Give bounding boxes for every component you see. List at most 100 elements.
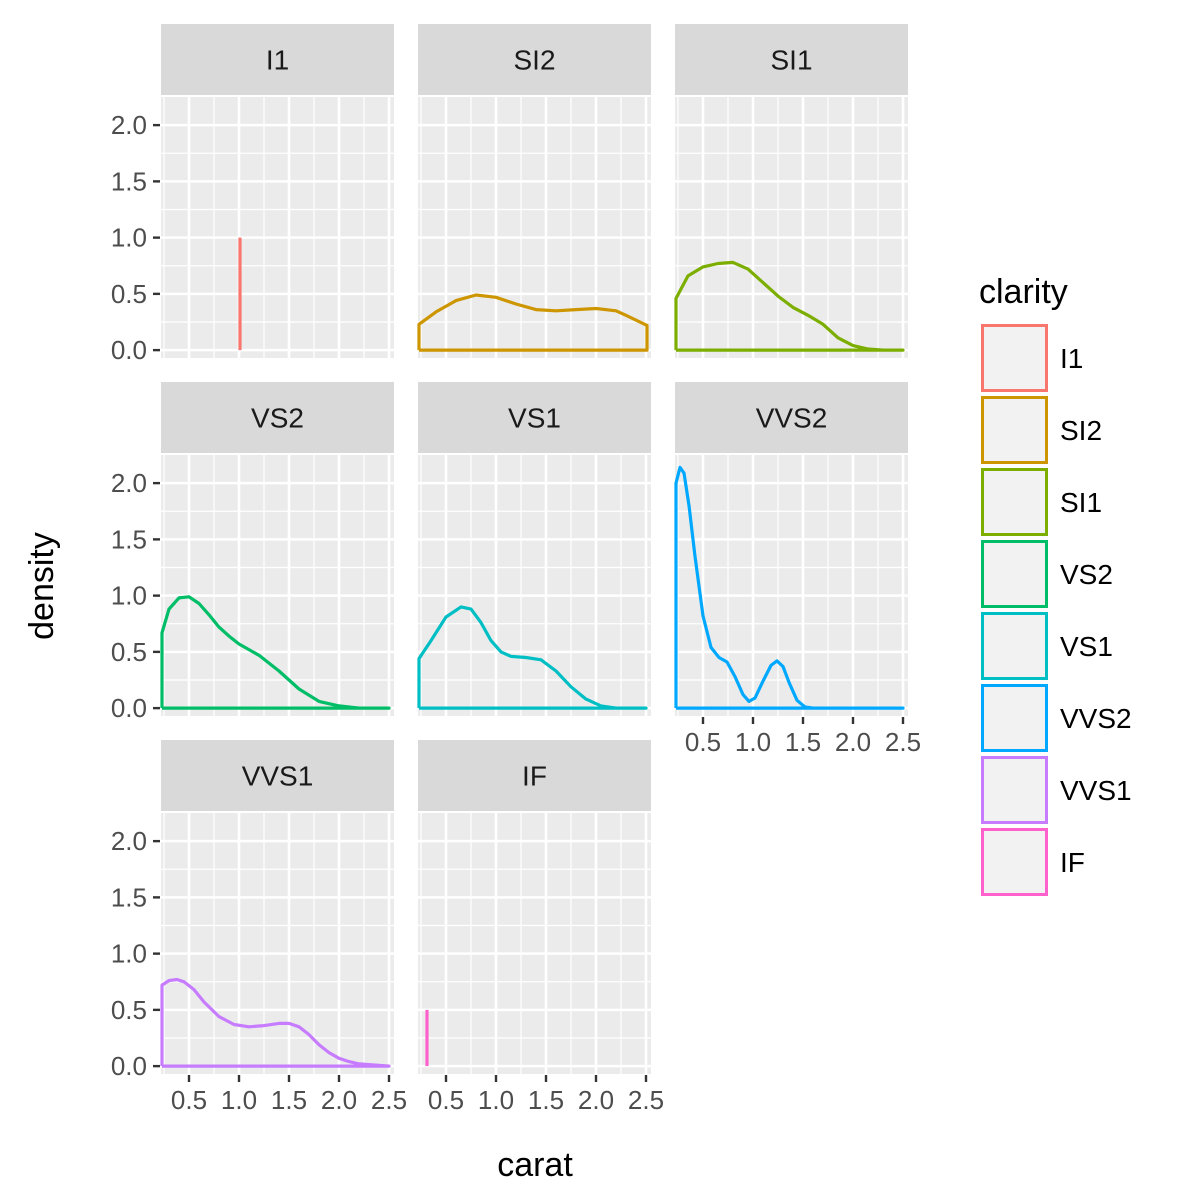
facet-strip-label-vvs2: VVS2	[756, 403, 828, 434]
y-tick-label: 2.0	[111, 110, 147, 140]
facet-strip-si1	[675, 24, 908, 95]
y-tick-label: 1.0	[111, 223, 147, 253]
panel-background-vvs1	[161, 813, 394, 1074]
facet-i1: I1	[161, 24, 394, 358]
legend: clarity I1 SI2 SI1 VS2 VS1 VVS2 VVS1 IF	[979, 273, 1132, 896]
legend-label-si2: SI2	[1060, 415, 1102, 446]
x-tick-label: 1.5	[528, 1085, 564, 1115]
x-tick-label: 2.5	[371, 1085, 407, 1115]
x-tick-label: 1.0	[735, 727, 771, 757]
facet-strip-label-i1: I1	[266, 45, 289, 76]
y-tick-label: 1.5	[111, 524, 147, 554]
legend-key-if	[981, 828, 1048, 896]
legend-key-si2	[981, 396, 1048, 464]
x-tick-label: 1.0	[478, 1085, 514, 1115]
x-tick-label: 0.5	[685, 727, 721, 757]
legend-key-vs1	[981, 612, 1048, 680]
y-tick-label: 0.0	[111, 693, 147, 723]
facet-vs1: VS1	[417, 382, 651, 716]
legend-item-vvs1: VVS1	[981, 756, 1132, 824]
density-line-vvs2	[674, 465, 905, 710]
facet-strip-if	[418, 740, 651, 811]
facet-strip-vvs1	[161, 740, 394, 811]
density-line-vs1	[417, 605, 648, 710]
x-tick-label: 1.5	[271, 1085, 307, 1115]
legend-item-si2: SI2	[981, 396, 1102, 464]
facet-strip-label-vs2: VS2	[251, 403, 304, 434]
y-tick-label: 1.5	[111, 882, 147, 912]
panel-background-si2	[418, 97, 651, 358]
y-tick-label: 2.0	[111, 826, 147, 856]
x-tick-label: 2.0	[321, 1085, 357, 1115]
facet-strip-vvs2	[675, 382, 908, 453]
x-tick-label: 2.0	[578, 1085, 614, 1115]
legend-key-vvs1	[981, 756, 1048, 824]
legend-key-bg-si1	[981, 468, 1048, 536]
density-line-vs2	[160, 595, 391, 710]
legend-item-i1: I1	[981, 324, 1083, 392]
legend-label-if: IF	[1060, 847, 1085, 878]
legend-item-vvs2: VVS2	[981, 684, 1132, 752]
x-tick-label: 0.5	[171, 1085, 207, 1115]
x-tick-label: 0.5	[428, 1085, 464, 1115]
density-line-si1	[674, 260, 905, 352]
legend-item-vs2: VS2	[981, 540, 1113, 608]
x-tick-label: 1.0	[221, 1085, 257, 1115]
legend-key-vvs2	[981, 684, 1048, 752]
legend-key-bg-vs1	[981, 612, 1048, 680]
facet-if: IF	[418, 740, 651, 1074]
legend-label-si1: SI1	[1060, 487, 1102, 518]
facet-strip-vs1	[418, 382, 651, 453]
density-line-vvs1	[160, 977, 391, 1068]
legend-key-bg-vvs2	[981, 684, 1048, 752]
facet-strip-label-vvs1: VVS1	[242, 761, 314, 792]
legend-item-if: IF	[981, 828, 1085, 896]
facet-strip-label-if: IF	[522, 761, 547, 792]
y-tick-label: 0.5	[111, 637, 147, 667]
facet-strip-label-vs1: VS1	[508, 403, 561, 434]
legend-key-bg-vvs1	[981, 756, 1048, 824]
legend-item-vs1: VS1	[981, 612, 1113, 680]
axes: 0.0 0.5 1.0 1.5 2.0 0.0 0.5 1.0 1.5 2.0 0.5 1.0 1.5 2…	[111, 110, 921, 1115]
legend-key-bg-vs2	[981, 540, 1048, 608]
x-tick-label: 1.5	[785, 727, 821, 757]
facet-strip-vs2	[161, 382, 394, 453]
legend-label-vvs2: VVS2	[1060, 703, 1132, 734]
facet-vs2: VS2	[160, 382, 394, 716]
legend-label-vs2: VS2	[1060, 559, 1113, 590]
legend-title: clarity	[979, 273, 1068, 311]
facet-strip-si2	[418, 24, 651, 95]
panel-background-if	[418, 813, 651, 1074]
x-tick-label: 2.5	[885, 727, 921, 757]
y-tick-label: 0.0	[111, 335, 147, 365]
legend-key-bg-si2	[981, 396, 1048, 464]
legend-key-bg-if	[981, 828, 1048, 896]
x-tick-label: 2.5	[628, 1085, 664, 1115]
panel-background-vvs2	[675, 455, 908, 716]
y-axis-title: density	[23, 532, 61, 640]
facet-vvs2: VVS2	[674, 382, 908, 716]
density-line-si2	[417, 293, 649, 352]
y-tick-label: 0.5	[111, 279, 147, 309]
x-axis-title: carat	[497, 1146, 573, 1184]
legend-label-vvs1: VVS1	[1060, 775, 1132, 806]
facet-strip-label-si1: SI1	[770, 45, 812, 76]
y-tick-label: 0.0	[111, 1051, 147, 1081]
legend-label-vs1: VS1	[1060, 631, 1113, 662]
y-tick-label: 2.0	[111, 468, 147, 498]
legend-key-si1	[981, 468, 1048, 536]
panel-background-vs2	[161, 455, 394, 716]
legend-key-vs2	[981, 540, 1048, 608]
facet-strip-label-si2: SI2	[513, 45, 555, 76]
legend-key-bg-i1	[981, 324, 1048, 392]
facet-strip-i1	[161, 24, 394, 95]
facet-vvs1: VVS1	[160, 740, 394, 1074]
legend-item-si1: SI1	[981, 468, 1102, 536]
y-tick-label: 1.0	[111, 939, 147, 969]
facet-si2: SI2	[417, 24, 651, 358]
panel-background-vs1	[418, 455, 651, 716]
y-tick-label: 0.5	[111, 995, 147, 1025]
legend-key-i1	[981, 324, 1048, 392]
y-tick-label: 1.0	[111, 581, 147, 611]
legend-label-i1: I1	[1060, 343, 1083, 374]
